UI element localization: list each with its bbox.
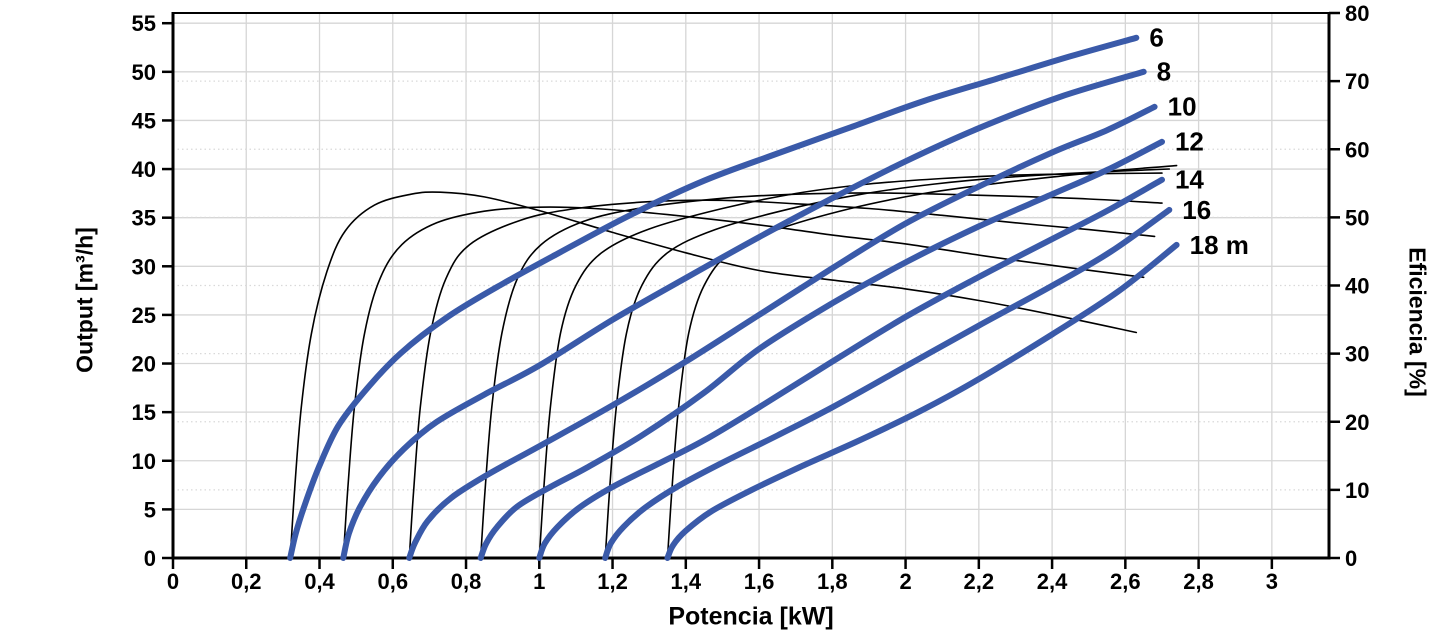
y-axis-left-title: Output [m³/h] [71, 227, 98, 373]
gridlines-dotted [173, 80, 1329, 491]
y-axis-right-title: Eficiencia [%] [1404, 247, 1431, 397]
head-curve-18m [664, 241, 1180, 561]
y-axis-right: 0 10 20 30 40 50 60 70 80 [1329, 1, 1369, 571]
efficiency-curve-10m [408, 199, 1156, 559]
x-axis-title: Potencia [kW] [668, 602, 834, 631]
curve-label-6m: 6 [1149, 23, 1163, 53]
head-curve-6m [287, 34, 1140, 561]
x-tick-label: 2,4 [1037, 569, 1068, 594]
y-axis-left: 0 5 10 15 20 25 30 35 40 45 50 55 [132, 11, 173, 571]
y-right-tick-label: 50 [1345, 205, 1369, 230]
y-left-tick-label: 55 [132, 11, 156, 36]
x-tick-label: 2,6 [1110, 569, 1141, 594]
x-tick-label: 0,4 [304, 569, 335, 594]
x-tick-label: 1,4 [671, 569, 702, 594]
x-tick-label: 0 [167, 569, 179, 594]
y-left-tick-label: 25 [132, 303, 156, 328]
x-tick-label: 0,8 [451, 569, 482, 594]
x-tick-label: 1 [533, 569, 545, 594]
curves [287, 34, 1180, 561]
x-tick-label: 2 [899, 569, 911, 594]
y-right-tick-label: 70 [1345, 69, 1369, 94]
curve-label-16m: 16 [1182, 195, 1211, 225]
efficiency-curve-6m [289, 191, 1138, 559]
y-right-tick-label: 10 [1345, 478, 1369, 503]
x-tick-label: 2,2 [964, 569, 995, 594]
y-left-tick-label: 5 [144, 497, 156, 522]
y-right-tick-label: 60 [1345, 137, 1369, 162]
x-tick-label: 1,2 [597, 569, 628, 594]
efficiency-curve-8m [342, 206, 1145, 559]
y-right-tick-label: 0 [1345, 546, 1357, 571]
head-curve-14m [536, 176, 1165, 561]
y-right-tick-label: 40 [1345, 274, 1369, 299]
y-left-tick-label: 20 [132, 352, 156, 377]
curve-label-14m: 14 [1175, 165, 1204, 195]
head-curve-12m [477, 138, 1165, 561]
y-left-tick-label: 50 [132, 60, 156, 85]
x-tick-label: 0,2 [231, 569, 262, 594]
y-left-tick-label: 45 [132, 108, 156, 133]
y-right-tick-label: 20 [1345, 410, 1369, 435]
y-left-tick-label: 30 [132, 254, 156, 279]
x-tick-label: 1,6 [744, 569, 775, 594]
y-left-tick-label: 40 [132, 157, 156, 182]
head-curve-10m [406, 103, 1158, 561]
x-tick-label: 0,6 [377, 569, 408, 594]
y-left-tick-label: 0 [144, 546, 156, 571]
x-tick-label: 1,8 [817, 569, 848, 594]
y-right-tick-label: 80 [1345, 1, 1369, 26]
x-axis: 0 0,2 0,4 0,6 0,8 1 1,2 1,4 1,6 1,8 2 2,2 2,4 2,6 2,8 3 [167, 558, 1278, 594]
curve-label-12m: 12 [1175, 127, 1204, 157]
efficiency-curve-14m [538, 172, 1163, 559]
y-left-tick-label: 10 [132, 449, 156, 474]
head-curve-16m [602, 206, 1173, 561]
y-left-tick-label: 15 [132, 400, 156, 425]
curve-label-10m: 10 [1168, 92, 1197, 122]
efficiency-curve-16m [604, 168, 1171, 559]
curve-label-18m: 18 m [1190, 230, 1249, 260]
head-curve-8m [340, 68, 1147, 561]
x-tick-label: 2,8 [1183, 569, 1214, 594]
y-right-tick-label: 30 [1345, 342, 1369, 367]
x-tick-label: 3 [1266, 569, 1278, 594]
y-left-tick-label: 35 [132, 206, 156, 231]
curve-label-8m: 8 [1157, 57, 1171, 87]
